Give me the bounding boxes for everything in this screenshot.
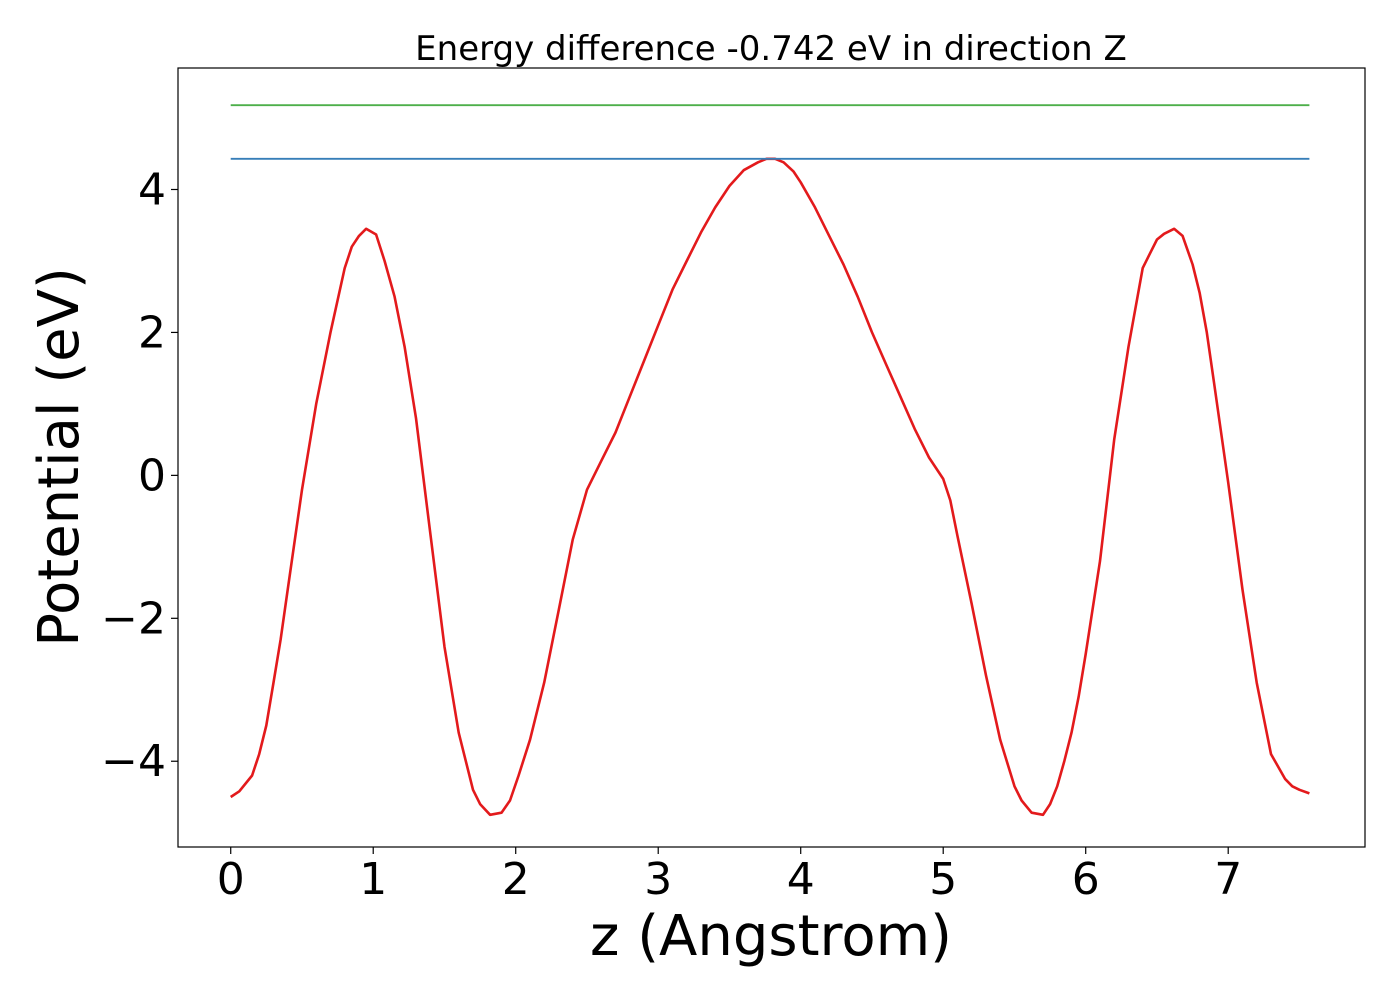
y-tick-label: 0: [138, 450, 166, 501]
y-tick-label: −4: [101, 736, 166, 787]
x-axis-ticks: 0 1 2 3 4 5 6 7: [217, 847, 1242, 905]
x-tick-label: 5: [929, 854, 957, 905]
x-axis-label: z (Angstrom): [590, 904, 952, 969]
x-tick-label: 6: [1072, 854, 1100, 905]
y-tick-label: 4: [138, 164, 166, 215]
x-tick-label: 3: [644, 854, 672, 905]
x-tick-label: 4: [787, 854, 815, 905]
x-tick-label: 2: [502, 854, 530, 905]
series-layer: [229, 104, 1310, 817]
series-line-0: [229, 157, 1310, 817]
y-tick-label: −2: [101, 593, 166, 644]
x-tick-label: 7: [1214, 854, 1242, 905]
y-tick-label: 2: [138, 307, 166, 358]
x-tick-label: 1: [359, 854, 387, 905]
chart-title: Energy difference -0.742 eV in direction…: [415, 29, 1127, 69]
y-axis-ticks: −4 −2 0 2 4: [101, 164, 178, 787]
plot-frame: [177, 67, 1366, 848]
y-axis-label: Potential (eV): [27, 267, 92, 647]
x-tick-label: 0: [217, 854, 245, 905]
